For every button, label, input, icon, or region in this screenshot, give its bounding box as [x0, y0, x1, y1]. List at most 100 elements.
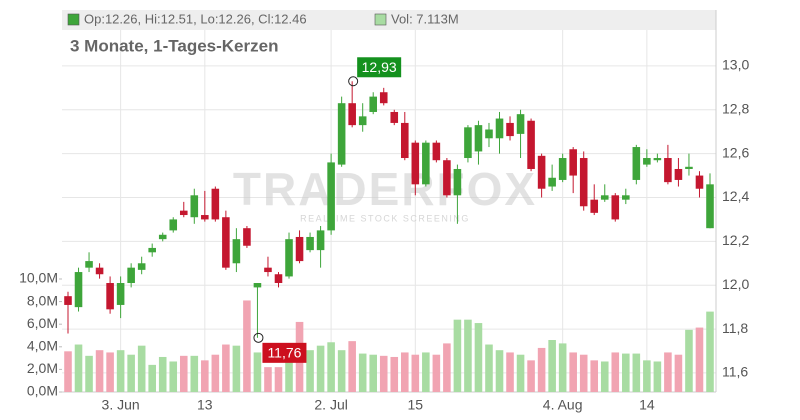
volume-bar: [327, 342, 335, 392]
extreme-label: 11,76: [267, 345, 301, 361]
volume-bar: [211, 354, 220, 392]
volume-bar: [274, 367, 283, 392]
candle-body: [685, 166, 693, 169]
candle-body: [706, 184, 714, 229]
candle-body: [179, 210, 188, 216]
watermark-tagline: REALTIME STOCK SCREENING: [300, 213, 470, 223]
volume-bar: [222, 344, 230, 392]
volume-bar: [495, 350, 504, 392]
candle-body: [548, 177, 556, 187]
volume-bar: [379, 355, 388, 392]
volume-bar: [664, 352, 672, 392]
volume-bar: [264, 367, 272, 392]
x-tick-label: 4. Aug: [543, 397, 583, 413]
candle-body: [64, 296, 72, 305]
volume-bar: [611, 352, 620, 392]
candle-body: [285, 239, 293, 277]
volume-bar: [548, 340, 556, 392]
candle-body: [211, 188, 220, 220]
volume-bar: [116, 350, 125, 392]
candle-body: [443, 160, 451, 196]
volume-bar: [64, 351, 72, 392]
volume-bar: [148, 364, 156, 392]
volume-bar: [579, 354, 588, 392]
volume-bar: [74, 344, 83, 392]
candle-body: [274, 274, 283, 284]
ohlc-legend: Op:12.26, Hi:12.51, Lo:12.26, Cl:12.46: [84, 11, 307, 26]
volume-bar: [127, 354, 135, 392]
volume-bar: [558, 343, 567, 392]
candle-body: [653, 158, 662, 161]
candle-body: [643, 158, 651, 165]
x-tick-label: 2. Jul: [314, 397, 347, 413]
candle-body: [295, 236, 304, 262]
x-tick-label: 3. Jun: [102, 397, 140, 413]
volume-bar: [253, 352, 262, 392]
volume-bar: [569, 352, 577, 392]
candle-body: [432, 142, 441, 161]
candle-body: [85, 261, 93, 268]
y-tick-label: 4,0M: [27, 337, 58, 353]
candle-body: [348, 103, 356, 126]
candle-body: [411, 142, 420, 185]
volume-bar: [358, 353, 367, 392]
candle-body: [253, 283, 262, 288]
volume-bar: [422, 352, 430, 392]
candle-body: [506, 122, 514, 137]
candle-body: [632, 147, 641, 180]
candle-body: [579, 158, 588, 207]
extreme-marker: [348, 76, 359, 87]
candle-body: [379, 92, 388, 104]
volume-bar: [653, 361, 662, 392]
candle-body: [590, 199, 599, 213]
subtitle: 3 Monate, 1-Tages-Kerzen: [70, 36, 278, 55]
candle-body: [569, 149, 577, 176]
volume-bar: [685, 329, 693, 392]
y-tick-label: 12,4: [722, 188, 749, 204]
volume-bar: [285, 354, 293, 392]
candle-body: [264, 267, 272, 273]
candle-body: [190, 195, 199, 218]
volume-bar: [453, 319, 462, 392]
candle-body: [453, 168, 462, 196]
candle-body: [695, 175, 704, 189]
watermark: TRADERFOX: [233, 163, 537, 215]
volume-bar: [464, 319, 472, 392]
volume-bar: [369, 354, 378, 392]
y-tick-label: 12,6: [722, 144, 749, 160]
candle-body: [327, 162, 335, 231]
volume-bar: [600, 361, 609, 392]
candle-body: [127, 267, 135, 284]
volume-bar: [485, 344, 493, 392]
candle-body: [664, 158, 672, 183]
candle-body: [232, 239, 241, 264]
y-tick-label: 6,0M: [27, 315, 58, 331]
candle-body: [369, 96, 378, 112]
candle-body: [527, 120, 535, 169]
candle-body: [516, 114, 525, 134]
volume-bar: [432, 354, 441, 392]
legend-swatch: [374, 13, 387, 26]
candle-body: [243, 228, 251, 246]
y-tick-label: 12,2: [722, 232, 749, 248]
volume-bar: [506, 352, 514, 392]
volume-bar: [590, 360, 599, 392]
volume-bar: [337, 350, 346, 392]
candle-body: [558, 158, 567, 180]
volume-legend: Vol: 7.113M: [391, 11, 459, 26]
extreme-label: 12,93: [362, 59, 397, 75]
candle-body: [485, 129, 493, 139]
candle-body: [495, 118, 504, 139]
volume-bar: [474, 323, 483, 392]
volume-bar: [411, 354, 420, 392]
candle-body: [316, 230, 325, 251]
volume-bar: [632, 353, 641, 392]
volume-bar: [622, 353, 630, 392]
volume-bar: [443, 343, 451, 392]
candle-body: [95, 267, 104, 275]
candle-body: [622, 195, 630, 200]
header-bar: [62, 10, 716, 30]
candle-body: [537, 155, 546, 189]
y-tick-label: 13,0: [722, 57, 749, 73]
